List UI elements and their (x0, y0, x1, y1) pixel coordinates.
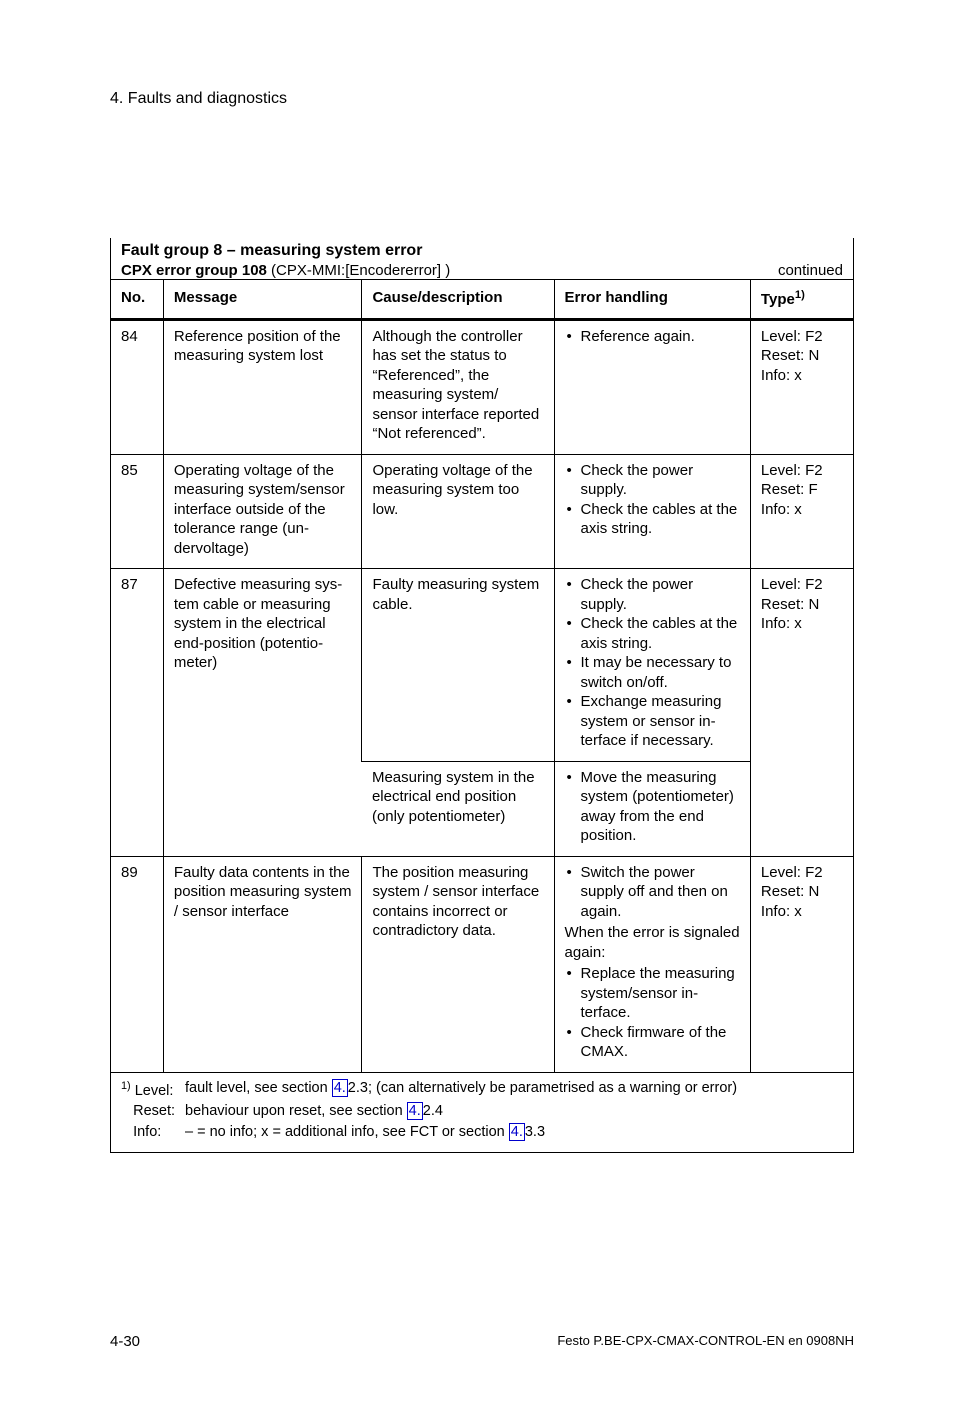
list-item: Check the cables at the axis string. (565, 614, 742, 653)
col-cause: Cause/description (362, 280, 554, 320)
cell-handling: Move the measuring system (potentio­mete… (554, 761, 750, 856)
cell-handling: Check the power supply. Check the cables… (554, 454, 750, 569)
cell-message: Reference position of the measuring syst… (163, 319, 362, 454)
footnote-cell: 1) Level: fault level, see section 4.2.3… (111, 1072, 853, 1152)
section-link[interactable]: 4. (407, 1102, 423, 1120)
fn-level-text: fault level, see section 4.2.3; (can alt… (185, 1079, 845, 1101)
cell-type: Level: F2 Reset: N Info: x (750, 569, 853, 857)
list-item: It may be necessary to switch on/off. (565, 653, 742, 692)
col-no: No. (111, 280, 163, 320)
list-item: Reference again. (565, 327, 742, 347)
list-item: Switch the power supply off and then on … (565, 863, 742, 922)
cell-message: Operating voltage of the measuring syste… (163, 454, 362, 569)
cell-cause: Although the controller has set the stat… (362, 319, 554, 454)
fn-level-label: 1) Level: (121, 1079, 179, 1101)
group-title-line1: Fault group 8 – measuring system error (121, 242, 843, 260)
cell-no: 89 (111, 856, 163, 1072)
section-link[interactable]: 4. (509, 1123, 525, 1141)
cell-no: 85 (111, 454, 163, 569)
list-item: Replace the measur­ing system/sensor in­… (565, 964, 742, 1023)
table-row: 85 Operating voltage of the measuring sy… (111, 454, 853, 569)
col-handling: Error handling (554, 280, 750, 320)
section-link[interactable]: 4. (332, 1079, 348, 1097)
page-number: 4-30 (110, 1333, 140, 1350)
list-item: Check the power supply. (565, 575, 742, 614)
group-title-line2: CPX error group 108 (CPX-MMI:[Encodererr… (121, 262, 843, 279)
fn-reset-label: Reset: (121, 1102, 179, 1121)
cell-message: Faulty data contents in the position mea… (163, 856, 362, 1072)
chapter-heading: 4. Faults and diagnostics (110, 90, 854, 108)
cell-type: Level: F2 Reset: N Info: x (750, 856, 853, 1072)
list-item: Check the cables at the axis string. (565, 500, 742, 539)
list-item: Move the measuring system (potentio­mete… (565, 768, 742, 846)
doc-id: Festo P.BE-CPX-CMAX-CONTROL-EN en 0908NH (557, 1333, 854, 1350)
page: 4. Faults and diagnostics Fault group 8 … (0, 0, 954, 1410)
fn-info-text: – = no info; x = additional info, see FC… (185, 1123, 845, 1142)
group-continued: continued (778, 262, 843, 279)
cell-handling: Check the power supply. Check the cables… (554, 569, 750, 762)
col-type: Type1) (750, 280, 853, 320)
table-row: 87 Defective measuring sys­tem cable or … (111, 569, 853, 762)
table-inner: Fault group 8 – measuring system error C… (111, 238, 854, 1153)
list-item: Check firmware of the CMAX. (565, 1023, 742, 1062)
cell-cause: Measuring system in the electrical end p… (362, 761, 554, 856)
note-text: When the error is sig­naled again: (565, 923, 742, 962)
table-row: 89 Faulty data contents in the position … (111, 856, 853, 1072)
table-outer: Fault group 8 – measuring system error C… (110, 238, 854, 1153)
list-item: Check the power supply. (565, 461, 742, 500)
cell-cause: Faulty measuring system cable. (362, 569, 554, 762)
fn-info-label: Info: (121, 1123, 179, 1142)
cell-cause: Operating voltage of the measuring syste… (362, 454, 554, 569)
group-subtitle-left: CPX error group 108 (CPX-MMI:[Encodererr… (121, 262, 450, 279)
fn-reset-text: behaviour upon reset, see section 4.2.4 (185, 1102, 845, 1121)
table-header-row: No. Message Cause/description Error hand… (111, 280, 853, 320)
fault-table: No. Message Cause/description Error hand… (111, 279, 853, 1153)
cell-handling: Switch the power supply off and then on … (554, 856, 750, 1072)
cell-message: Defective measuring sys­tem cable or mea… (163, 569, 362, 857)
table-row: 84 Reference position of the measuring s… (111, 319, 853, 454)
cell-type: Level: F2 Reset: N Info: x (750, 319, 853, 454)
cell-no: 87 (111, 569, 163, 857)
page-footer: 4-30 Festo P.BE-CPX-CMAX-CONTROL-EN en 0… (110, 1333, 854, 1350)
col-message: Message (163, 280, 362, 320)
cell-handling: Reference again. (554, 319, 750, 454)
cell-no: 84 (111, 319, 163, 454)
group-title: Fault group 8 – measuring system error C… (111, 238, 853, 279)
list-item: Exchange measuring system or sensor in­t… (565, 692, 742, 751)
cell-cause: The position measuring system / sensor i… (362, 856, 554, 1072)
cell-type: Level: F2 Reset: F Info: x (750, 454, 853, 569)
footnote-row: 1) Level: fault level, see section 4.2.3… (111, 1072, 853, 1152)
